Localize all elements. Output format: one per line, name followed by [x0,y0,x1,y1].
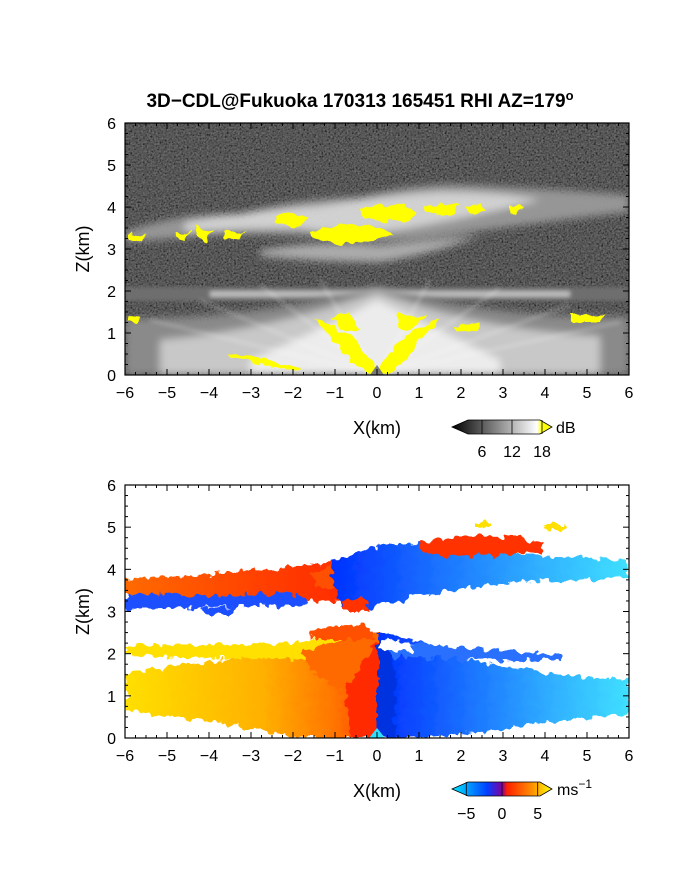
x-tick-label: −4 [200,748,218,765]
x-tick-label: −5 [158,748,176,765]
x-tick-label: 2 [457,748,466,765]
x-tick-label: −2 [284,385,302,402]
x-tick-label: 6 [625,748,634,765]
y-tick-label: 6 [107,478,116,495]
x-tick-label: −1 [326,385,344,402]
colorbar-ticks: 6 12 18 [478,420,551,461]
x-tick-label: −6 [116,385,134,402]
reflectivity-field [125,123,629,375]
x-tick-label: −1 [326,748,344,765]
y-tick-label: 0 [107,368,116,385]
x-tick-label: 2 [457,385,466,402]
y-tick-label: 4 [107,562,116,579]
x-tick-label: −2 [284,748,302,765]
x-tick-label: 6 [625,385,634,402]
x-tick-label: −3 [242,385,260,402]
x-tick-label: 4 [541,385,550,402]
upper-layer [125,522,629,614]
colorbar-tick-label: 5 [533,806,542,823]
y-tick-label: 3 [107,605,116,622]
y-tick-label: 0 [107,731,116,748]
y-tick-label: 6 [107,116,116,133]
page-title: 3D−CDL@Fukuoka 170313 165451 RHI AZ=179o [146,88,573,112]
x-tick-label: −3 [242,748,260,765]
colorbar-tick-label: 0 [498,806,507,823]
x-tick-label: 3 [499,385,508,402]
y-tick-label: 1 [107,326,116,343]
x-tick-label: −6 [116,748,134,765]
title-degree-symbol: o [566,88,574,103]
x-tick-label: 1 [415,385,424,402]
y-tick-label: 2 [107,647,116,664]
colorbar-unit: dB [556,420,576,437]
reflectivity-axes: −6 −5 −4 −3 −2 −1 0 1 2 3 4 5 6 0 1 2 3 4 5 6 X(km) Z(km) [73,116,634,438]
velocity-field [125,485,629,738]
y-axis-label: Z(km) [73,226,93,273]
x-tick-label: −4 [200,385,218,402]
y-tick-label: 4 [107,200,116,217]
y-tick-label: 1 [107,689,116,706]
colorbar-tick-label: 18 [533,444,551,461]
lower-layer [125,625,629,738]
x-tick-label: 5 [583,748,592,765]
x-axis-label: X(km) [353,781,401,801]
colorbar-tick-label: 12 [503,444,521,461]
colorbar-tick-label: −5 [457,806,475,823]
colorbar-ticks: −5 0 5 [457,782,542,823]
x-tick-label: 0 [373,748,382,765]
colorbar-unit: ms−1 [557,777,592,799]
reflectivity-plot: −6 −5 −4 −3 −2 −1 0 1 2 3 4 5 6 0 1 2 3 4 5 6 X(km) Z(km) [73,116,634,438]
y-tick-label: 3 [107,242,116,259]
reflectivity-colorbar: 6 12 18 dB [451,419,576,461]
y-tick-label: 5 [107,520,116,537]
x-tick-label: 4 [541,748,550,765]
y-tick-label: 2 [107,284,116,301]
x-axis-label: X(km) [353,418,401,438]
velocity-colorbar: −5 0 5 ms−1 [451,777,592,823]
x-tick-label: −5 [158,385,176,402]
x-tick-label: 0 [373,385,382,402]
colorbar-tick-label: 6 [478,444,487,461]
x-tick-label: 5 [583,385,592,402]
colorbar-gradient [451,419,553,435]
velocity-axes: −6 −5 −4 −3 −2 −1 0 1 2 3 4 5 6 0 1 2 3 4 5 6 X(km) Z(km) [73,478,634,801]
y-tick-label: 5 [107,158,116,175]
high-reflectivity-areas [127,202,605,372]
y-axis-label: Z(km) [73,588,93,635]
velocity-plot: −6 −5 −4 −3 −2 −1 0 1 2 3 4 5 6 0 1 2 3 4 5 6 X(km) Z(km) [73,478,634,801]
x-tick-label: 3 [499,748,508,765]
x-tick-label: 1 [415,748,424,765]
